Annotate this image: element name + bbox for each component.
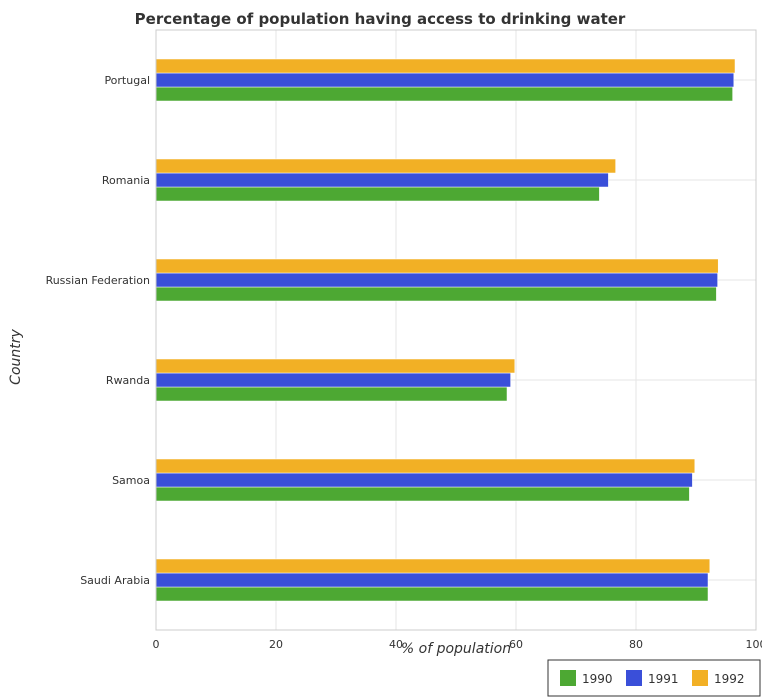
plot-frame — [155, 29, 757, 631]
x-tick-labels: 0 20 40 60 80 100 — [153, 638, 762, 651]
x-tick-label: 20 — [269, 638, 283, 651]
bars — [155, 58, 736, 602]
bar-1992-portugal — [155, 58, 736, 74]
bar-1991-samoa — [155, 472, 693, 488]
x-axis-label: % of population — [401, 641, 511, 657]
y-axis-label: Country — [8, 328, 24, 384]
legend: 1990 1991 1992 — [547, 659, 761, 697]
bar-1991-saudi-arabia — [155, 572, 709, 588]
bar-1992-samoa — [155, 458, 696, 474]
bar-1991-rwanda — [155, 372, 511, 388]
legend-swatch-1990 — [560, 670, 576, 686]
x-tick-label: 60 — [509, 638, 523, 651]
x-tick-label: 80 — [629, 638, 643, 651]
legend-swatch-1992 — [692, 670, 708, 686]
grid — [155, 30, 757, 630]
y-tick-label: Russian Federation — [46, 274, 150, 287]
bar-1990-samoa — [155, 486, 690, 502]
y-tick-label: Romania — [102, 174, 150, 187]
y-tick-label: Rwanda — [106, 374, 150, 387]
bar-1990-russian-federation — [155, 286, 717, 302]
bar-1990-portugal — [155, 86, 733, 102]
legend-swatch-1991 — [626, 670, 642, 686]
bar-1992-russian-federation — [155, 258, 719, 274]
x-tick-label: 0 — [153, 638, 160, 651]
legend-label-1991: 1991 — [648, 672, 679, 686]
bar-1990-romania — [155, 186, 600, 202]
legend-label-1990: 1990 — [582, 672, 613, 686]
bar-1990-rwanda — [155, 386, 508, 402]
legend-label-1992: 1992 — [714, 672, 745, 686]
bar-1991-romania — [155, 172, 609, 188]
bar-1991-russian-federation — [155, 272, 718, 288]
bar-1992-romania — [155, 158, 616, 174]
y-tick-label: Saudi Arabia — [80, 574, 150, 587]
bar-1991-portugal — [155, 72, 735, 88]
legend-box — [547, 659, 761, 697]
bar-1992-saudi-arabia — [155, 558, 711, 574]
bar-1990-saudi-arabia — [155, 586, 709, 602]
y-tick-label: Samoa — [112, 474, 150, 487]
bar-1992-rwanda — [155, 358, 516, 374]
y-tick-label: Portugal — [104, 74, 150, 87]
x-tick-label: 100 — [746, 638, 762, 651]
y-tick-labels: Portugal Romania Russian Federation Rwanda S… — [46, 74, 150, 587]
chart-title: Percentage of population having access t… — [135, 10, 626, 28]
x-tick-label: 40 — [389, 638, 403, 651]
